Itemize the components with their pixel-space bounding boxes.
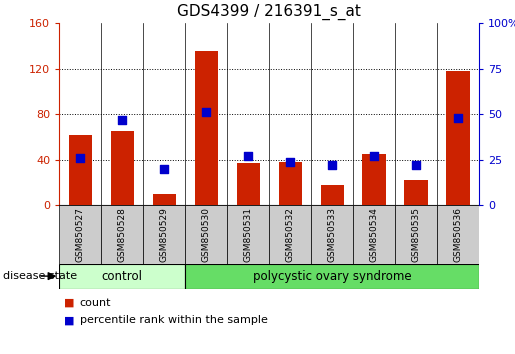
Text: GSM850528: GSM850528: [118, 207, 127, 262]
Bar: [195, 51, 218, 205]
Bar: [437, 205, 479, 264]
Point: [76, 155, 84, 161]
Bar: [227, 205, 269, 264]
Bar: [68, 135, 92, 205]
Bar: [111, 131, 134, 205]
Bar: [236, 163, 260, 205]
Text: ■: ■: [64, 298, 75, 308]
Bar: [279, 162, 302, 205]
Bar: [143, 205, 185, 264]
Text: control: control: [101, 270, 143, 282]
Bar: [269, 205, 311, 264]
Text: polycystic ovary syndrome: polycystic ovary syndrome: [253, 270, 411, 282]
Bar: [152, 194, 176, 205]
Bar: [59, 205, 101, 264]
Bar: [101, 205, 143, 264]
Bar: [363, 154, 386, 205]
Bar: [311, 205, 353, 264]
Point: [454, 115, 462, 121]
Bar: [395, 205, 437, 264]
Text: GSM850535: GSM850535: [411, 207, 420, 262]
Text: GSM850534: GSM850534: [370, 207, 379, 262]
Text: GSM850527: GSM850527: [76, 207, 84, 262]
Text: GSM850529: GSM850529: [160, 207, 168, 262]
Bar: [59, 264, 185, 289]
Bar: [185, 205, 227, 264]
Text: GSM850530: GSM850530: [202, 207, 211, 262]
Text: GSM850533: GSM850533: [328, 207, 336, 262]
Bar: [353, 205, 395, 264]
Text: GSM850536: GSM850536: [454, 207, 462, 262]
Point: [328, 162, 336, 168]
Text: count: count: [80, 298, 111, 308]
Bar: [185, 264, 479, 289]
Bar: [447, 71, 470, 205]
Point: [286, 159, 294, 164]
Text: disease state: disease state: [3, 271, 77, 281]
Text: ■: ■: [64, 315, 75, 325]
Point: [244, 153, 252, 159]
Point: [370, 153, 378, 159]
Point: [202, 109, 210, 115]
Text: GSM850531: GSM850531: [244, 207, 252, 262]
Text: percentile rank within the sample: percentile rank within the sample: [80, 315, 268, 325]
Point: [118, 117, 126, 122]
Bar: [320, 185, 344, 205]
Point: [412, 162, 420, 168]
Bar: [404, 180, 427, 205]
Point: [160, 166, 168, 172]
Title: GDS4399 / 216391_s_at: GDS4399 / 216391_s_at: [177, 4, 361, 20]
Text: GSM850532: GSM850532: [286, 207, 295, 262]
